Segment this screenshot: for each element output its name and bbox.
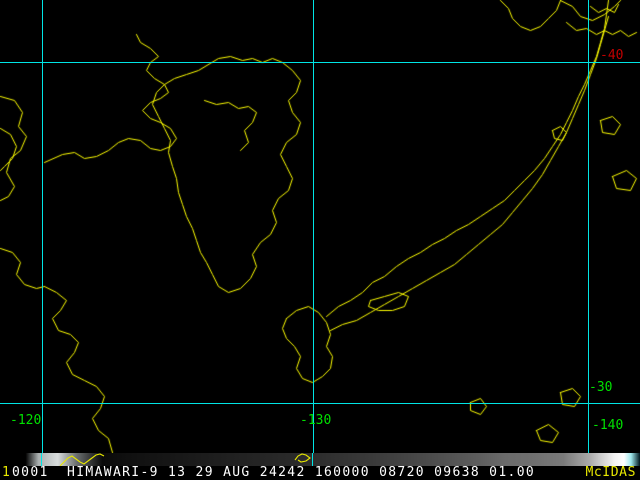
- enhancement-curve-icon: [59, 453, 311, 467]
- image-caption-text: 0001 HIMAWARI-9 13 29 AUG 24242 160000 0…: [12, 465, 536, 480]
- frame-sequence-number: 1: [2, 465, 10, 480]
- mcidas-brand-label: McIDAS: [585, 465, 636, 480]
- colorbar-tick-left: [41, 453, 42, 466]
- satellite-infrared-image[interactable]: [0, 0, 640, 453]
- satellite-image-panel[interactable]: -120 -130 -140 -30 -40: [0, 0, 640, 453]
- color-enhancement-gradient: [0, 453, 640, 466]
- status-caption-bar: 1 0001 HIMAWARI-9 13 29 AUG 24242 160000…: [0, 466, 640, 480]
- colorbar-tick-mid: [312, 453, 313, 466]
- color-enhancement-bar[interactable]: [0, 453, 640, 467]
